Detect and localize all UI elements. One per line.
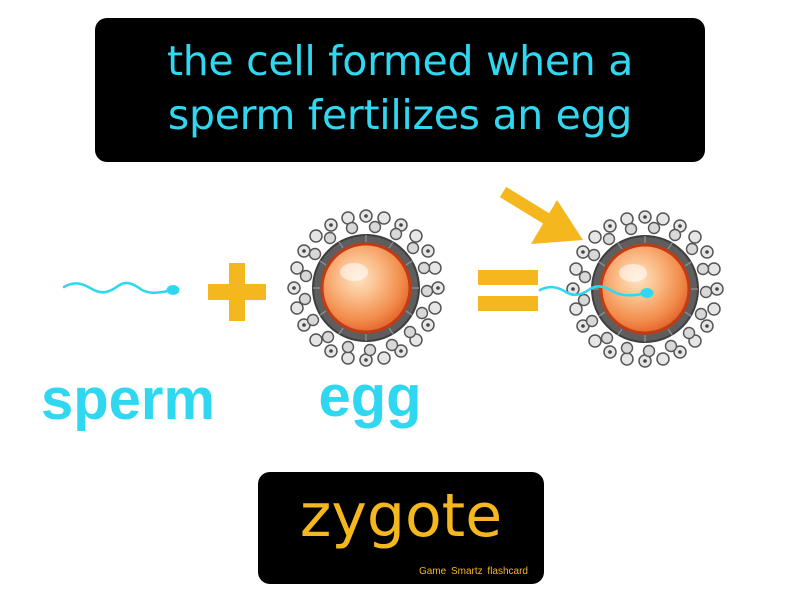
egg-cell-icon [286,208,446,368]
fertilizing-sperm-icon [538,285,654,298]
egg-label: egg [318,364,422,429]
definition-line-1: the cell formed when a [166,37,634,85]
brand-label: Game Smartz flashcard [418,566,528,577]
definition-box: the cell formed when a sperm fertilizes … [95,18,705,162]
term-box: zygote Game Smartz flashcard [258,472,544,584]
equals-icon [478,270,538,311]
sperm-label: sperm [40,367,216,432]
plus-icon [208,263,266,321]
arrow-icon [499,186,583,244]
definition-line-2: sperm fertilizes an egg [167,91,633,139]
sperm-icon [62,281,180,295]
term-word: zygote [299,481,503,551]
